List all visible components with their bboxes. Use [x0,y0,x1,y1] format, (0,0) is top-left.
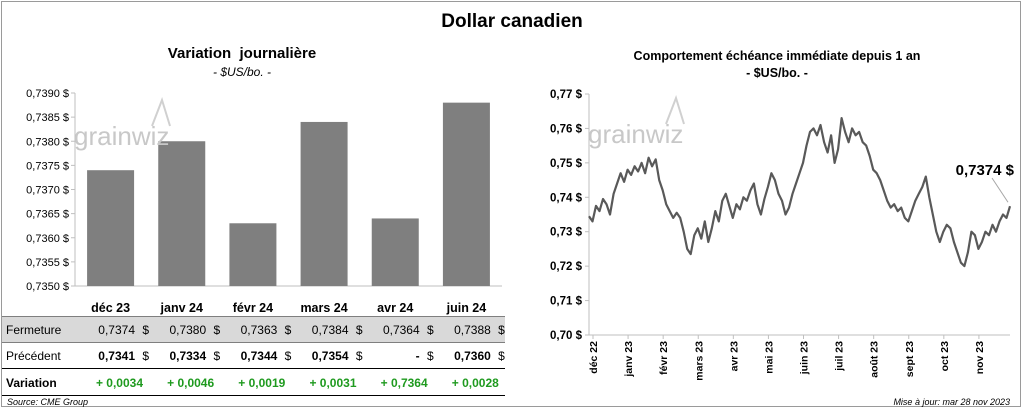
page-title: Dollar canadien [441,11,583,32]
bar-y-tick-label: 0,7365 $ [26,209,69,221]
cell-value: 0,7344 [240,349,278,363]
cell-currency: $ [284,323,292,337]
variation-row: Variation + 0,0034 + 0,0046 + 0,0019 + 0,003… [2,370,505,396]
line-x-tick-label: déc 22 [588,341,600,374]
cell-currency: $ [213,323,221,337]
cell-currency: $ [213,349,221,363]
price-series-line [588,116,1012,268]
bar-y-tick-label: 0,7375 $ [26,160,69,172]
row-label: Fermeture [6,323,62,337]
bar [229,223,277,286]
row-label: Précédent [6,349,61,363]
cell-currency: $ [142,323,149,337]
bar [371,218,419,286]
watermark-logo: grainwiz [74,121,169,151]
cell-currency: $ [426,349,434,363]
bar [87,170,135,286]
cell-value: 0,7341 [98,349,135,363]
cell-value: 0,7360 [454,349,491,363]
line-x-tick-label: mai 23 [763,341,775,374]
line-y-tick-label: 0,76 $ [550,123,583,135]
bar [158,141,206,286]
bar-y-tick-label: 0,7390 $ [26,88,69,100]
line-x-tick-label: févr 23 [658,341,670,375]
watermark-logo-mark [665,94,685,125]
bar-y-tick-label: 0,7380 $ [26,136,69,148]
cell-value: 0,7364 [382,323,420,337]
watermark-logo: grainwiz [588,119,683,149]
cell-value: + 0,0019 [238,376,286,390]
cell-value: + 0,0034 [95,376,143,390]
line-x-tick-label: mars 23 [693,341,705,381]
bar-x-tick-label: déc 23 [91,301,130,315]
bar-y-tick-label: 0,7370 $ [26,185,69,197]
watermark-logo-mark [151,96,171,127]
cell-value: - [415,349,420,363]
line-x-tick-label: sept 23 [904,341,916,377]
line-chart-title: Comportement échéance immédiate depuis 1… [633,49,921,63]
cell-value: + 0,0028 [451,376,499,390]
line-x-tick-label: juin 23 [799,341,811,375]
line-y-tick-label: 0,73 $ [550,227,583,239]
line-y-tick-label: 0,75 $ [550,158,583,170]
cell-value: + 0,0031 [309,376,357,390]
cell-currency: $ [426,323,434,337]
bar-y-tick-label: 0,7355 $ [26,257,69,269]
previous-row: Précédent 0,7341 $0,7334 $0,7344 $0,7354 $ - $0… [2,343,505,369]
bar-y-tick-label: 0,7350 $ [26,281,69,293]
update-note: Mise à jour: mar 28 nov 2023 [893,397,1010,407]
cell-currency: $ [498,323,505,337]
cell-value: 0,7384 [311,323,349,337]
source-note: Source: CME Group [7,397,89,407]
cell-value: 0,7374 [98,323,135,337]
bar [300,121,348,286]
bar-x-tick-label: janv 24 [160,301,203,315]
cell-value: 0,7354 [311,349,349,363]
line-x-tick-label: oct 23 [939,341,951,372]
cell-currency: $ [284,349,292,363]
bar-chart-title: Variation journalière [167,45,317,62]
cell-value: 0,7380 [169,323,207,337]
cell-currency: $ [142,349,149,363]
bar-x-tick-label: mars 24 [300,301,347,315]
line-y-tick-label: 0,70 $ [550,330,583,342]
cell-currency: $ [355,349,363,363]
cell-currency: $ [498,349,505,363]
bar [442,102,490,287]
line-x-tick-label: avr 23 [728,341,740,372]
closing-row: Fermeture 0,7374 $0,7380 $0,7363 $0,7384 $0,7… [2,316,505,343]
line-y-tick-label: 0,72 $ [550,261,583,273]
cell-currency: $ [355,323,363,337]
bar-x-tick-label: juin 24 [446,301,487,315]
line-y-tick-label: 0,71 $ [550,296,583,308]
line-x-tick-label: janv 23 [623,341,635,378]
bar-chart-subtitle: - $US/bo. - [212,65,272,79]
last-value-label: 0,7374 $ [956,162,1015,179]
cell-value: 0,7388 [454,323,491,337]
annotation-leader [991,177,1009,203]
bar-x-tick-label: avr 24 [377,301,413,315]
line-y-tick-label: 0,74 $ [550,192,583,204]
line-x-tick-label: juil 23 [834,341,846,372]
line-y-tick-label: 0,77 $ [550,89,583,101]
bar-x-tick-label: févr 24 [233,301,273,315]
row-label: Variation [6,376,57,390]
cell-value: + 0,0046 [167,376,215,390]
line-x-tick-label: nov 23 [974,341,986,374]
line-x-tick-label: août 23 [869,341,881,378]
cell-value: + 0,7364 [380,376,428,390]
bar-chart: 0,7350 $ 0,7355 $ 0,7360 $ 0,7365 $ 0,7370 $… [26,88,502,315]
bar-y-tick-label: 0,7360 $ [26,233,69,245]
cell-value: 0,7334 [169,349,207,363]
cell-value: 0,7363 [240,323,278,337]
line-chart-subtitle: - $US/bo. - [746,66,808,80]
bar-y-tick-label: 0,7385 $ [26,112,69,124]
